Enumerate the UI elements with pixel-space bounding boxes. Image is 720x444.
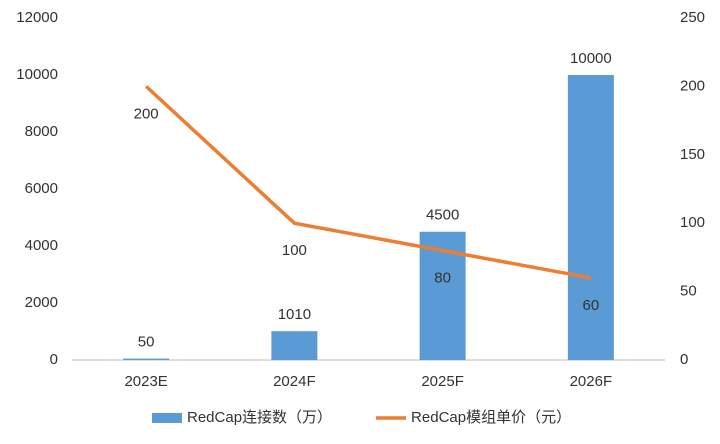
line-value-label: 80 (434, 270, 451, 287)
bar-value-label: 1010 (278, 306, 311, 323)
y-tick-label: 8000 (25, 123, 58, 140)
x-tick-label: 2023E (124, 373, 167, 390)
y-tick-label: 10000 (16, 66, 58, 83)
y2-tick-label: 200 (680, 77, 705, 94)
legend-label: RedCap模组单价（元） (411, 409, 571, 426)
y2-tick-label: 50 (680, 283, 697, 300)
line-value-label: 200 (134, 105, 159, 122)
bar-value-label: 50 (138, 334, 155, 351)
bar (271, 331, 318, 360)
x-tick-label: 2024F (273, 373, 316, 390)
bar (567, 75, 614, 360)
y2-tick-label: 100 (680, 214, 705, 231)
y-tick-label: 4000 (25, 237, 58, 254)
y-tick-label: 6000 (25, 180, 58, 197)
x-tick-label: 2025F (421, 373, 464, 390)
y-tick-label: 2000 (25, 294, 58, 311)
line-value-label: 60 (583, 297, 600, 314)
y-tick-label: 12000 (16, 9, 58, 26)
legend-swatch (152, 413, 182, 423)
y2-tick-label: 0 (680, 351, 688, 368)
bar-value-label: 4500 (426, 207, 459, 224)
line-value-label: 100 (282, 242, 307, 259)
bar-value-label: 10000 (570, 50, 612, 67)
y-tick-label: 0 (50, 351, 58, 368)
bar (123, 358, 170, 360)
y2-tick-label: 250 (680, 9, 705, 26)
y2-tick-label: 150 (680, 146, 705, 163)
x-tick-label: 2026F (570, 373, 613, 390)
line (144, 85, 592, 280)
legend-label: RedCap连接数（万） (187, 409, 332, 426)
